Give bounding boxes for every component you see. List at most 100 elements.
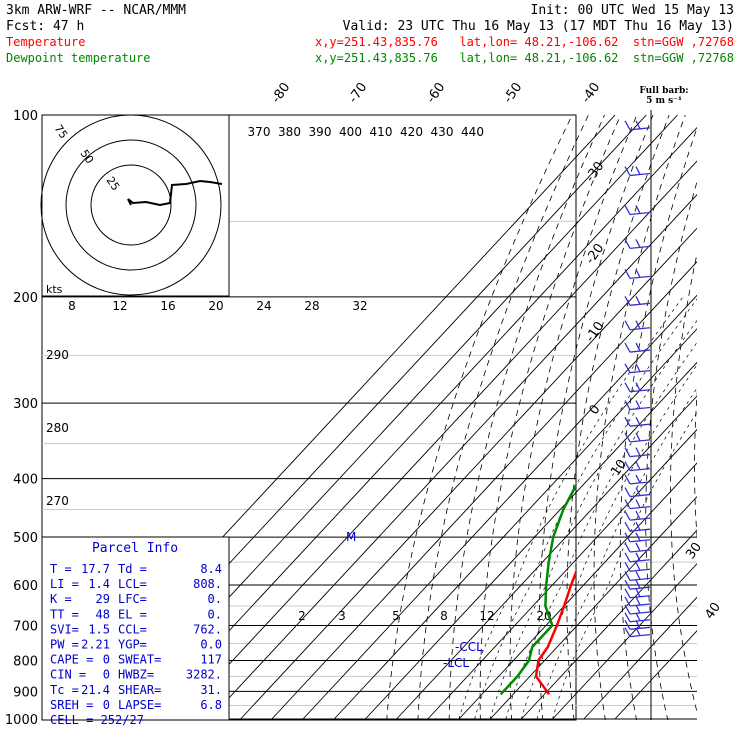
parcel-value: TT = <box>50 607 79 621</box>
speed-label: 28 <box>304 299 319 313</box>
init-time: Init: 00 UTC Wed 15 May 13 <box>531 3 735 18</box>
side-label: 270 <box>46 494 69 508</box>
parcel-value: T = <box>50 562 72 576</box>
isotherm-line <box>177 160 697 720</box>
dry-adiabat <box>538 115 654 720</box>
parcel-value: 17.7 <box>81 562 110 576</box>
dry-adiabat <box>417 115 589 720</box>
isotherm-line <box>333 328 697 720</box>
wind-barb-flag <box>624 205 631 215</box>
wind-barb-flag <box>635 474 641 484</box>
wind-barb-flag <box>624 579 631 590</box>
parcel-value: CCL= <box>118 622 147 636</box>
wind-barb-flag <box>635 561 641 571</box>
wind-barb-flag <box>635 447 641 456</box>
adiabats <box>386 115 697 720</box>
dry-adiabat <box>645 180 697 720</box>
parcel-value: 21.4 <box>81 683 110 697</box>
wind-barb-flag <box>635 296 641 305</box>
parcel-value: Td = <box>118 562 147 576</box>
wind-barb-flag <box>624 432 631 443</box>
wind-barb-flag <box>624 166 631 176</box>
mixing-ratio-label: 2 <box>298 609 306 623</box>
pressure-tick-label: 600 <box>13 579 38 594</box>
trace-clip <box>499 482 576 696</box>
theta-label: 440 <box>461 125 484 139</box>
parcel-value: SVI= <box>50 622 79 636</box>
wind-barb-flag <box>635 532 641 542</box>
isotherm-line <box>521 529 697 720</box>
mixing-ratio-label: 3 <box>338 609 346 623</box>
theta-label: 390 <box>309 125 332 139</box>
parcel-value: 6.8 <box>200 698 222 712</box>
wind-barb-flag <box>624 400 631 410</box>
wind-barb-flag <box>624 619 631 630</box>
wind-barb-flag <box>635 416 641 426</box>
parcel-value: 0 <box>103 668 110 682</box>
speed-label: 20 <box>208 299 223 313</box>
dry-adiabat <box>619 126 697 720</box>
dry-adiabat <box>479 115 622 720</box>
speed-label: 16 <box>160 299 175 313</box>
wind-barb-flag <box>635 320 641 330</box>
wind-barb-flag <box>635 269 641 278</box>
isotherm-line <box>552 563 697 720</box>
parcel-value: 3282. <box>186 668 222 682</box>
wind-barb-flag <box>635 571 641 580</box>
side-label: 290 <box>46 348 69 362</box>
wind-barb-flag <box>624 487 631 497</box>
wind-barb-flag <box>635 400 641 409</box>
wind-barb-flag <box>635 499 641 508</box>
pressure-tick-label: 900 <box>13 685 38 700</box>
forecast-hour: Fcst: 47 h <box>6 19 84 34</box>
pressure-tick-label: 800 <box>13 654 38 669</box>
hodograph-ring <box>90 164 172 246</box>
isotherm-line <box>302 294 697 720</box>
wind-barb-flag <box>635 521 641 531</box>
level-marker: M <box>346 530 356 544</box>
wind-barb-flag <box>635 510 641 520</box>
wind-barb-flag <box>624 552 631 563</box>
wind-barb-flag <box>635 612 641 622</box>
speed-label: 12 <box>112 299 127 313</box>
parcel-info-panel: Parcel Info T = 17.7 Td = 8.4 LI = 1.4 LCL= 808.… <box>41 536 230 727</box>
parcel-value: 0. <box>208 607 222 621</box>
wind-barb-flag <box>635 432 641 442</box>
isotherm-line <box>146 126 697 720</box>
parcel-value: SREH = <box>50 698 93 712</box>
wind-barb-flag <box>635 342 641 352</box>
parcel-title: Parcel Info <box>92 541 178 556</box>
parcel-value: 29 <box>96 592 110 606</box>
wind-barb-flag <box>624 461 631 471</box>
theta-label: 410 <box>370 125 393 139</box>
parcel-value: 808. <box>193 577 222 591</box>
side-label: 280 <box>46 421 69 435</box>
wind-barb-flag <box>624 320 631 331</box>
isotherm-line <box>365 361 697 720</box>
wind-barb-flag <box>624 269 631 279</box>
wind-barb-flag <box>635 487 641 496</box>
parcel-value: 0 <box>103 698 110 712</box>
hodograph-ring <box>40 114 222 296</box>
wind-barb-flag <box>635 579 641 589</box>
theta-label: 430 <box>431 125 454 139</box>
dry-adiabat <box>509 115 638 720</box>
isotherm-line <box>271 261 697 720</box>
wind-barb-flag <box>635 552 641 562</box>
parcel-value: EL = <box>118 607 147 621</box>
parcel-value: 762. <box>193 622 222 636</box>
theta-label: 380 <box>278 125 301 139</box>
mixing-ratio-label: 5 <box>392 609 400 623</box>
pressure-tick-label: 500 <box>13 531 38 546</box>
isotherm-line <box>489 495 697 720</box>
hodograph-trace <box>127 179 223 207</box>
wind-barb-flag <box>635 363 641 372</box>
wind-barb-flag <box>635 596 641 606</box>
dewpoint-legend: Dewpoint temperature <box>6 51 151 65</box>
valid-time: Valid: 23 UTC Thu 16 May 13 (17 MDT Thu … <box>343 19 734 34</box>
wind-barb-flag <box>624 474 631 485</box>
hodograph-frame <box>41 114 230 297</box>
parcel-value: 31. <box>200 683 222 697</box>
mixing-ratio-label: 8 <box>440 609 448 623</box>
